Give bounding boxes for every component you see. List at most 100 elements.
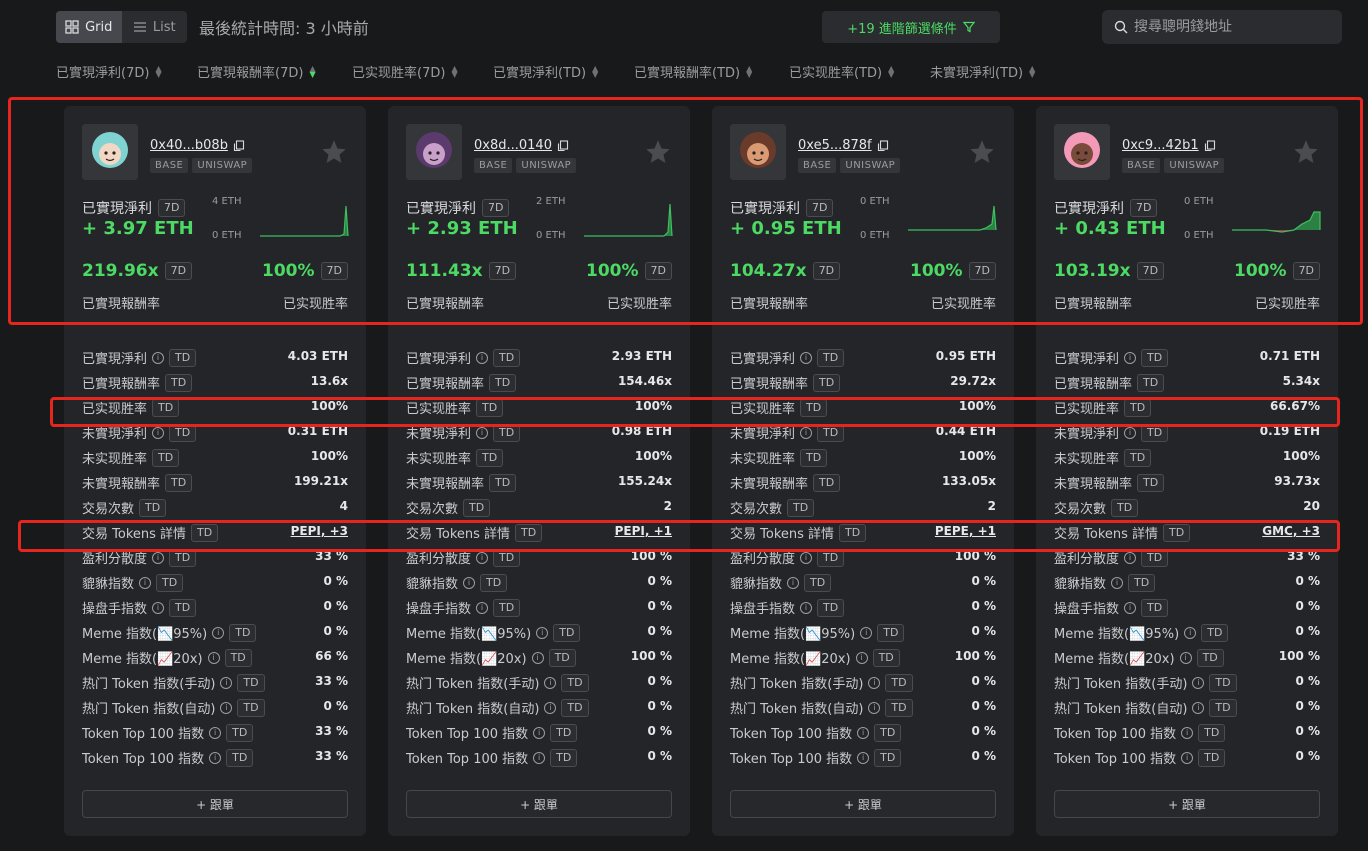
info-icon[interactable]: i <box>868 701 881 714</box>
copy-icon[interactable] <box>877 139 889 152</box>
info-icon[interactable]: i <box>152 601 165 614</box>
sort-roi-7d[interactable]: 已實現報酬率(7D) ▲ ▼ <box>197 62 352 81</box>
info-icon[interactable]: i <box>1124 601 1137 614</box>
info-icon[interactable]: i <box>476 426 489 439</box>
advanced-filter-button[interactable]: +19 進階篩選條件 <box>822 11 1000 43</box>
info-icon[interactable]: i <box>209 751 222 764</box>
info-icon[interactable]: i <box>220 701 233 714</box>
info-icon[interactable]: i <box>800 426 813 439</box>
wallet-address-link[interactable]: 0x8d...0140 <box>474 138 569 153</box>
stat-label: 未實現報酬率 <box>82 477 161 492</box>
follow-button[interactable]: + 跟單 <box>730 790 996 818</box>
search-input[interactable] <box>1134 19 1324 35</box>
info-icon[interactable]: i <box>544 701 557 714</box>
tokens-detail-link[interactable]: PEPE, +1 <box>934 524 996 538</box>
sparkline-chart <box>260 205 349 237</box>
stat-label: 已實現淨利 <box>406 352 472 367</box>
info-icon[interactable]: i <box>139 576 152 589</box>
period-badge: TD <box>165 473 193 492</box>
copy-icon[interactable] <box>233 139 245 152</box>
star-icon[interactable] <box>968 138 996 166</box>
roi-label: 已實現報酬率 <box>1054 297 1133 312</box>
info-icon[interactable]: i <box>152 551 165 564</box>
period-badge: TD <box>839 523 867 542</box>
info-icon[interactable]: i <box>800 351 813 364</box>
sort-label: 已實現報酬率(7D) <box>197 66 304 81</box>
period-badge: TD <box>515 523 543 542</box>
info-icon[interactable]: i <box>1179 651 1192 664</box>
info-icon[interactable]: i <box>1124 426 1137 439</box>
info-icon[interactable]: i <box>868 676 881 689</box>
sort-unrealized-pnl-td[interactable]: 未實現淨利(TD) ▲ ▼ <box>930 62 1071 81</box>
info-icon[interactable]: i <box>209 726 222 739</box>
info-icon[interactable]: i <box>787 576 800 589</box>
info-icon[interactable]: i <box>1192 701 1205 714</box>
roi-7d: 104.27x 7D <box>730 261 841 281</box>
avatar <box>1054 124 1110 180</box>
follow-button[interactable]: + 跟單 <box>1054 790 1320 818</box>
tokens-detail-link[interactable]: PEPI, +1 <box>614 524 672 538</box>
realized-pnl-7d-label: 已實現淨利 7D <box>730 198 834 218</box>
wallet-address-link[interactable]: 0x40...b08b <box>150 138 245 153</box>
period-badge: TD <box>489 373 517 392</box>
list-view-button[interactable]: List <box>122 11 188 43</box>
wallet-address-link[interactable]: 0xe5...878f <box>798 138 889 153</box>
tokens-detail-link[interactable]: GMC, +3 <box>1262 524 1320 538</box>
info-icon[interactable]: i <box>855 651 868 664</box>
stat-label-group: 交易次數 TD <box>406 498 491 517</box>
info-icon[interactable]: i <box>476 351 489 364</box>
info-icon[interactable]: i <box>1181 751 1194 764</box>
info-icon[interactable]: i <box>531 651 544 664</box>
sort-winrate-td[interactable]: 已实现胜率(TD) ▲ ▼ <box>789 62 930 81</box>
star-icon[interactable] <box>644 138 672 166</box>
wallet-address-link[interactable]: 0xc9...42b1 <box>1122 138 1216 153</box>
info-icon[interactable]: i <box>1184 626 1197 639</box>
info-icon[interactable]: i <box>533 726 546 739</box>
stat-row: 未实现胜率 TD 100% <box>406 448 672 473</box>
copy-icon[interactable] <box>1204 139 1216 152</box>
info-icon[interactable]: i <box>800 551 813 564</box>
stat-label: 操盘手指数 <box>406 602 472 617</box>
info-icon[interactable]: i <box>207 651 220 664</box>
star-icon[interactable] <box>1292 138 1320 166</box>
info-icon[interactable]: i <box>476 551 489 564</box>
info-icon[interactable]: i <box>1192 676 1205 689</box>
info-icon[interactable]: i <box>533 751 546 764</box>
grid-view-button[interactable]: Grid <box>56 11 122 43</box>
stat-value: 0 % <box>971 574 996 588</box>
info-icon[interactable]: i <box>544 676 557 689</box>
sort-realized-pnl-td[interactable]: 已實現淨利(TD) ▲ ▼ <box>493 62 634 81</box>
info-icon[interactable]: i <box>463 576 476 589</box>
stat-label: Token Top 100 指数 <box>730 752 853 767</box>
tokens-detail-link[interactable]: PEPI, +3 <box>290 524 348 538</box>
info-icon[interactable]: i <box>857 751 870 764</box>
follow-button[interactable]: + 跟單 <box>406 790 672 818</box>
info-icon[interactable]: i <box>860 626 873 639</box>
sort-winrate-7d[interactable]: 已实现胜率(7D) ▲ ▼ <box>352 62 493 81</box>
stat-value: 33 % <box>315 674 348 688</box>
info-icon[interactable]: i <box>152 426 165 439</box>
info-icon[interactable]: i <box>212 626 225 639</box>
info-icon[interactable]: i <box>476 601 489 614</box>
sort-roi-td[interactable]: 已實現報酬率(TD) ▲ ▼ <box>634 62 789 81</box>
stat-row: 交易 Tokens 詳情 TD GMC, +3 <box>1054 523 1320 548</box>
sort-realized-pnl-7d[interactable]: 已實現淨利(7D) ▲ ▼ <box>56 62 197 81</box>
info-icon[interactable]: i <box>1124 351 1137 364</box>
info-icon[interactable]: i <box>1111 576 1124 589</box>
info-icon[interactable]: i <box>220 676 233 689</box>
sort-label: 已實現淨利(7D) <box>56 66 150 81</box>
grid-icon <box>65 20 79 34</box>
stat-row: 貔貅指数 i TD 0 % <box>730 573 996 598</box>
follow-button[interactable]: + 跟單 <box>82 790 348 818</box>
info-icon[interactable]: i <box>152 351 165 364</box>
info-icon[interactable]: i <box>1124 551 1137 564</box>
stat-label-group: 未實現報酬率 TD <box>730 473 841 492</box>
sort-label: 已實現報酬率(TD) <box>634 66 741 81</box>
info-icon[interactable]: i <box>800 601 813 614</box>
star-icon[interactable] <box>320 138 348 166</box>
copy-icon[interactable] <box>557 139 569 152</box>
period-badge: 7D <box>968 262 996 280</box>
info-icon[interactable]: i <box>536 626 549 639</box>
info-icon[interactable]: i <box>857 726 870 739</box>
info-icon[interactable]: i <box>1181 726 1194 739</box>
